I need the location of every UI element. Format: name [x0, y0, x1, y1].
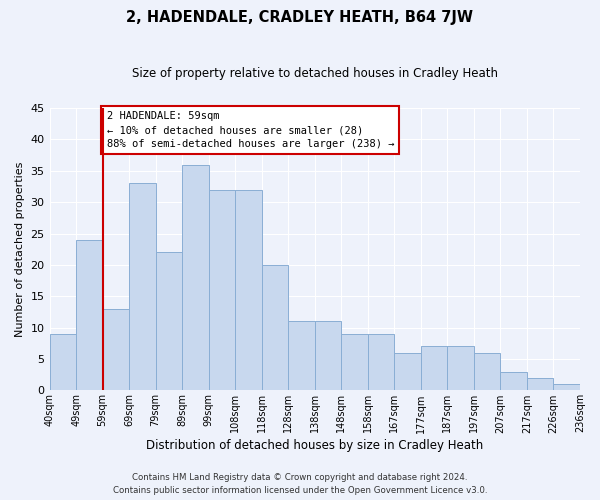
Text: 2, HADENDALE, CRADLEY HEATH, B64 7JW: 2, HADENDALE, CRADLEY HEATH, B64 7JW [127, 10, 473, 25]
Bar [288, 322, 315, 390]
Bar [474, 353, 500, 391]
Bar [129, 184, 155, 390]
Bar [500, 372, 527, 390]
Bar [235, 190, 262, 390]
Bar [155, 252, 182, 390]
Bar [527, 378, 553, 390]
Bar [262, 265, 288, 390]
Bar [315, 322, 341, 390]
X-axis label: Distribution of detached houses by size in Cradley Heath: Distribution of detached houses by size … [146, 440, 484, 452]
Bar [421, 346, 448, 391]
Title: Size of property relative to detached houses in Cradley Heath: Size of property relative to detached ho… [132, 68, 498, 80]
Bar [448, 346, 474, 391]
Bar [76, 240, 103, 390]
Bar [182, 164, 209, 390]
Bar [368, 334, 394, 390]
Bar [103, 309, 129, 390]
Bar [50, 334, 76, 390]
Bar [394, 353, 421, 391]
Bar [341, 334, 368, 390]
Text: Contains HM Land Registry data © Crown copyright and database right 2024.
Contai: Contains HM Land Registry data © Crown c… [113, 473, 487, 495]
Bar [553, 384, 580, 390]
Y-axis label: Number of detached properties: Number of detached properties [15, 162, 25, 337]
Text: 2 HADENDALE: 59sqm
← 10% of detached houses are smaller (28)
88% of semi-detache: 2 HADENDALE: 59sqm ← 10% of detached hou… [107, 111, 394, 149]
Bar [209, 190, 235, 390]
